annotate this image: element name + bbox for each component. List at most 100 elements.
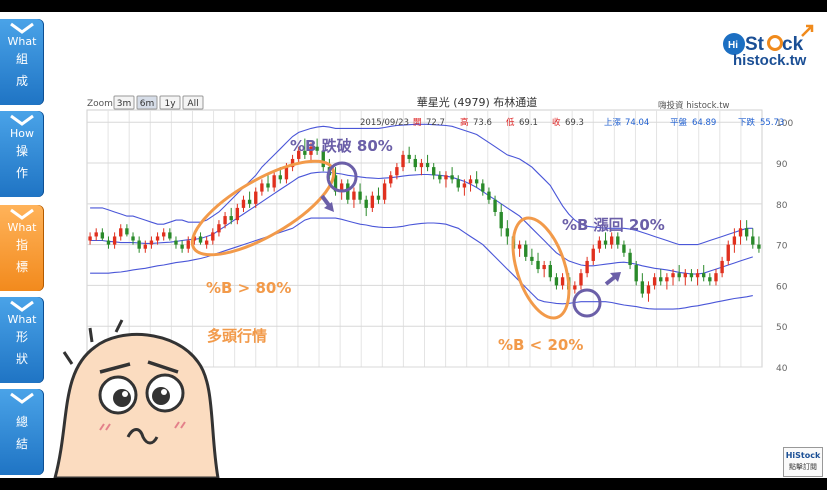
zoom-button-label[interactable]: All: [187, 99, 198, 109]
candle-body: [131, 236, 135, 241]
nav-tab-5[interactable]: 總結: [0, 389, 44, 475]
arrow-head-icon: [324, 202, 334, 212]
nav-tab-1[interactable]: What 組成: [0, 19, 44, 105]
nav-tab-text: What: [7, 221, 37, 234]
zoom-button-All[interactable]: [182, 95, 204, 110]
candle-body: [432, 167, 436, 176]
mascot-eye-shine: [161, 389, 167, 395]
candle-body: [634, 265, 638, 282]
candle-body: [315, 146, 319, 151]
chevron-down-icon: [10, 22, 34, 34]
candle-body: [143, 244, 147, 249]
candle-body: [358, 191, 362, 200]
video-frame: What 組成 How 操作 What 指標 What 形狀總結 Hi St ck histo…: [0, 12, 827, 478]
histock-logo: Hi St ck: [723, 24, 814, 55]
info-mid-label: 平盤: [670, 117, 688, 128]
candle-body: [137, 240, 141, 249]
candle-body: [112, 236, 117, 245]
y-tick-label: 50: [776, 323, 788, 333]
candle-body: [450, 175, 454, 180]
candle-body: [119, 228, 123, 237]
candle-body: [413, 158, 417, 168]
candle-body: [401, 154, 405, 168]
candle-body: [303, 150, 307, 155]
zoom-button-label[interactable]: 6m: [140, 99, 155, 109]
candle-body: [217, 224, 221, 233]
mascot-head: [53, 332, 220, 478]
candle-body: [474, 179, 479, 184]
candle-body: [370, 195, 375, 208]
info-upper-value: 74.04: [625, 118, 649, 128]
candle-body: [174, 240, 178, 245]
candle-body: [695, 273, 700, 278]
candle-body: [198, 236, 203, 243]
candle-body: [732, 236, 737, 245]
candle-body: [456, 179, 460, 188]
info-value: 72.7: [426, 118, 445, 128]
candle-body: [352, 191, 356, 200]
candle-body: [425, 163, 430, 168]
subscribe-badge[interactable]: HiStock 點擊訂閱: [783, 447, 823, 477]
candle-body: [364, 199, 368, 208]
y-tick-label: 90: [776, 160, 788, 170]
candle-body: [505, 228, 510, 237]
candle-body: [125, 228, 129, 235]
annotation-rebound-20: %B 漲回 20%: [562, 216, 665, 234]
zoom-button-1y[interactable]: [159, 95, 181, 110]
chevron-down-icon: [10, 114, 34, 126]
candle-body: [247, 199, 252, 204]
nav-tab-text: 組: [15, 52, 28, 66]
chart-title: 華星光 (4979) 布林通道: [417, 95, 538, 109]
info-date: 2015/09/23: [360, 118, 409, 128]
info-value: 73.6: [473, 118, 492, 128]
info-mid-value: 64.89: [692, 118, 716, 128]
candle-body: [204, 240, 209, 245]
candle-body: [738, 228, 743, 237]
zoom-button-3m[interactable]: [113, 95, 135, 110]
zoom-button-label[interactable]: 3m: [117, 99, 132, 109]
candle-body: [94, 232, 98, 237]
nav-tab-text: 形: [15, 330, 28, 344]
candle-body: [389, 175, 393, 184]
logo-url[interactable]: histock.tw: [733, 52, 807, 69]
candle-body: [665, 277, 669, 282]
candle-body: [211, 232, 215, 241]
annotation-bull: 多頭行情: [207, 327, 267, 345]
candle-body: [628, 252, 632, 266]
badge-text: 點擊訂閱: [789, 463, 817, 471]
candle-body: [180, 244, 184, 249]
candle-body: [591, 248, 595, 261]
candle-body: [241, 199, 246, 208]
info-upper-label: 上漲: [604, 118, 622, 128]
zoom-button-label[interactable]: 1y: [164, 99, 176, 109]
candle-body: [579, 273, 583, 286]
chevron-down-icon: [10, 300, 34, 312]
annotation-above-80: %B > 80%: [206, 279, 291, 297]
nav-tab-text: 成: [15, 74, 28, 88]
nav-tab-2[interactable]: How 操作: [0, 111, 44, 197]
highlight-circle-rebound: [572, 288, 602, 318]
mascot-mouth: [126, 428, 159, 445]
candle-body: [468, 179, 473, 184]
candle-body: [640, 281, 645, 294]
nav-tab-text: 結: [15, 437, 28, 451]
nav-tab-4[interactable]: What 形狀: [0, 297, 44, 383]
candle-body: [714, 273, 718, 282]
badge-logo: HiStock: [785, 451, 821, 460]
chevron-down-icon: [10, 208, 34, 220]
nav-tab-text: 狀: [15, 352, 28, 366]
mascot-eye-shine: [122, 391, 128, 397]
candle-body: [254, 191, 258, 204]
candle-body: [536, 260, 540, 270]
nav-tab-3[interactable]: What 指標: [0, 205, 44, 291]
candle-body: [560, 277, 565, 286]
zoom-button-6m[interactable]: [136, 95, 158, 110]
candle-body: [481, 183, 485, 192]
chart-area: 40 50 60 70 80 90 100 Zoom 3m 6m 1y All 華星光 (4979) 布…: [53, 95, 793, 478]
chart-source: 嗨投資 histock.tw: [658, 100, 730, 111]
y-tick-label: 40: [776, 364, 788, 374]
candle-body: [297, 150, 301, 159]
candle-body: [603, 240, 608, 245]
candle-body: [260, 183, 264, 192]
info-value: 69.1: [519, 118, 538, 128]
